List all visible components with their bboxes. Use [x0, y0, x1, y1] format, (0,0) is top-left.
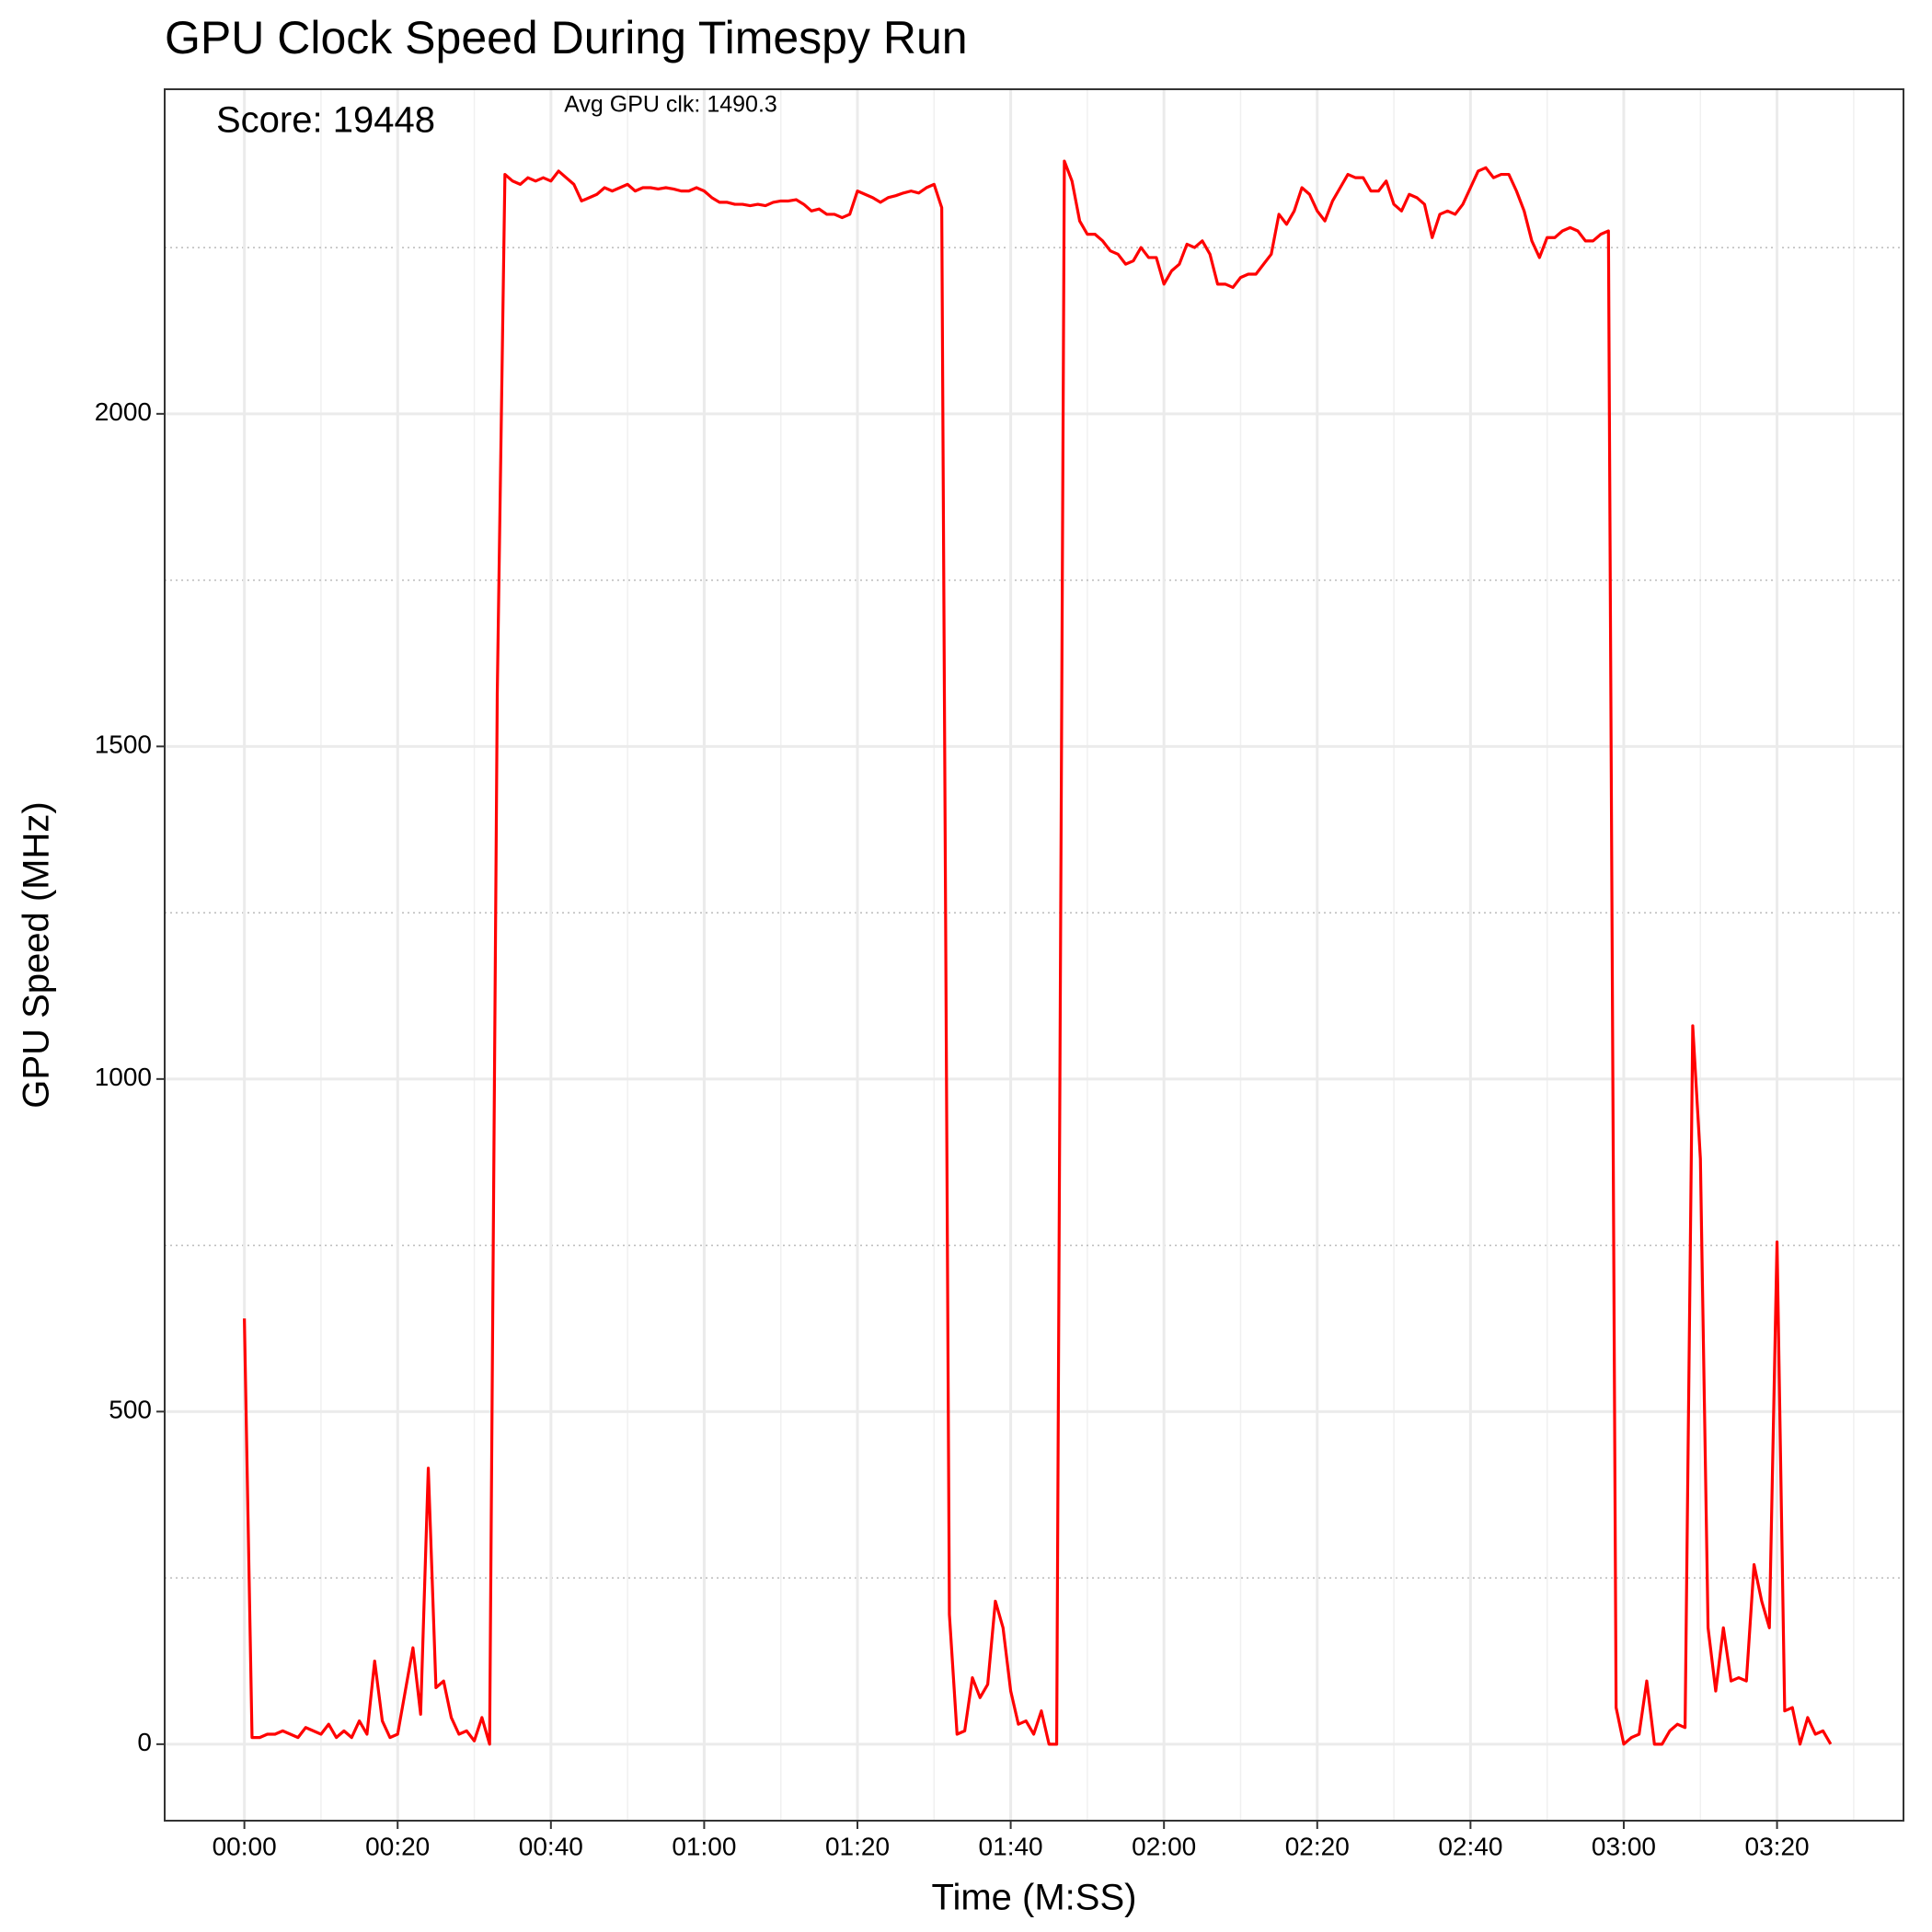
- panel-border: [164, 88, 1904, 1822]
- grid: 00:00 00:20 00:40 01:00 01:20 01:40 02:00 02:20…: [95, 89, 1903, 1860]
- data-line: [243, 159, 1833, 1746]
- avg-annotation: Avg GPU clk: 1490.3: [564, 92, 777, 118]
- x-tick-label: 00:40: [519, 1832, 583, 1860]
- x-tick-label: 00:00: [213, 1832, 277, 1860]
- chart-title: GPU Clock Speed During Timespy Run: [165, 12, 968, 63]
- y-tick-label: 1500: [95, 730, 152, 759]
- x-tick-label: 00:20: [365, 1832, 430, 1860]
- x-axis-title: Time (M:SS): [932, 1878, 1137, 1918]
- y-tick-label: 500: [109, 1396, 152, 1424]
- x-tick-label: 02:20: [1285, 1832, 1350, 1860]
- x-tick-label: 01:40: [979, 1832, 1043, 1860]
- plot-area: [243, 159, 1833, 1746]
- x-tick-label: 02:00: [1132, 1832, 1196, 1860]
- x-tick-label: 01:00: [672, 1832, 736, 1860]
- y-tick-label: 1000: [95, 1063, 152, 1091]
- y-tick-label: 0: [137, 1728, 152, 1756]
- x-tick-label: 01:20: [825, 1832, 890, 1860]
- y-tick-label: 2000: [95, 397, 152, 426]
- y-axis-title: GPU Speed (MHz): [17, 801, 57, 1108]
- x-tick-label: 03:20: [1745, 1832, 1810, 1860]
- x-tick-label: 03:00: [1592, 1832, 1656, 1860]
- x-tick-label: 02:40: [1438, 1832, 1502, 1860]
- score-annotation: Score: 19448: [216, 100, 435, 141]
